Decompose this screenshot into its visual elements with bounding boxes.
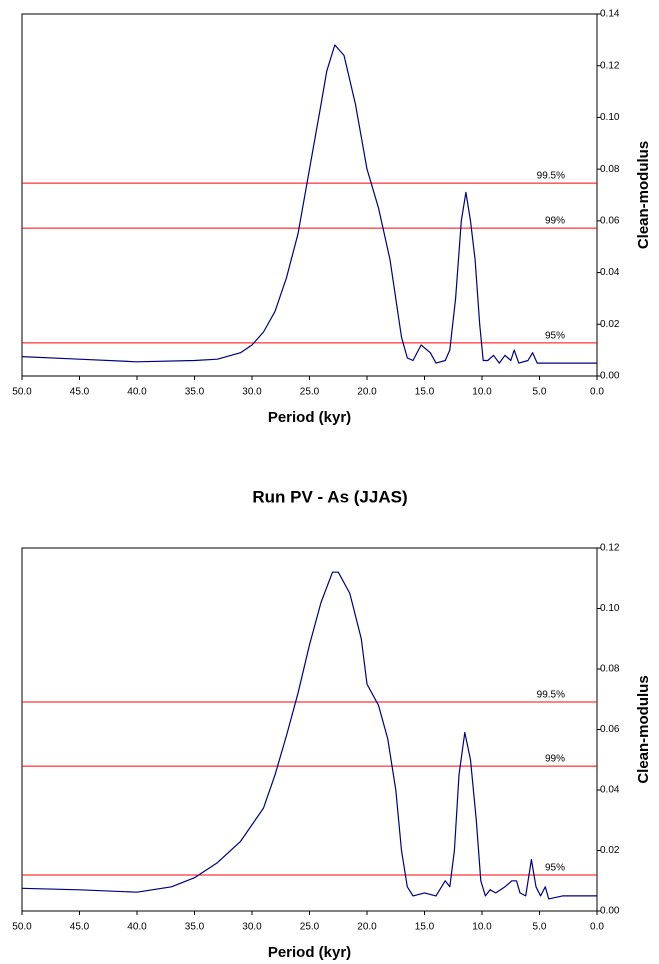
y-tick-label: 0.02 [600, 319, 620, 330]
x-tick-label: 25.0 [300, 922, 320, 933]
reference-label: 95% [545, 863, 565, 874]
reference-label: 99.5% [537, 690, 565, 701]
x-tick-label: 15.0 [415, 387, 435, 398]
x-tick-label: 5.0 [533, 922, 547, 933]
y-axis-title: Clean-modulus [635, 141, 652, 249]
x-tick-label: 20.0 [357, 922, 377, 933]
y-axis-title: Clean-modulus [635, 675, 652, 783]
plot-area [21, 13, 598, 377]
x-tick-label: 45.0 [70, 922, 90, 933]
x-tick-label: 0.0 [590, 922, 604, 933]
reference-label: 99% [545, 754, 565, 765]
x-tick-label: 10.0 [472, 922, 492, 933]
x-tick-label: 30.0 [242, 387, 262, 398]
x-tick-label: 50.0 [12, 387, 32, 398]
x-tick-label: 5.0 [533, 387, 547, 398]
x-tick-label: 40.0 [127, 387, 147, 398]
x-tick-label: 40.0 [127, 922, 147, 933]
reference-label: 99.5% [537, 171, 565, 182]
x-tick-label: 15.0 [415, 922, 435, 933]
x-tick-label: 10.0 [472, 387, 492, 398]
x-tick-label: 35.0 [185, 387, 205, 398]
x-tick-label: 25.0 [300, 387, 320, 398]
y-tick-label: 0.12 [600, 543, 620, 554]
x-tick-label: 0.0 [590, 387, 604, 398]
x-tick-label: 45.0 [70, 387, 90, 398]
y-tick-label: 0.10 [600, 112, 620, 123]
y-tick-label: 0.10 [600, 603, 620, 614]
x-tick-label: 35.0 [185, 922, 205, 933]
y-tick-label: 0.12 [600, 60, 620, 71]
reference-label: 99% [545, 216, 565, 227]
y-tick-label: 0.00 [600, 906, 620, 917]
data-line [21, 571, 597, 900]
y-tick-label: 0.14 [600, 9, 620, 20]
x-tick-label: 20.0 [357, 387, 377, 398]
data-line [21, 44, 597, 364]
y-tick-label: 0.06 [600, 215, 620, 226]
y-tick-label: 0.06 [600, 724, 620, 735]
y-tick-label: 0.04 [600, 267, 620, 278]
chart-title: Run PV - As (JJAS) [252, 487, 407, 506]
y-tick-label: 0.08 [600, 664, 620, 675]
y-tick-label: 0.00 [600, 371, 620, 382]
y-tick-label: 0.08 [600, 164, 620, 175]
y-tick-label: 0.04 [600, 785, 620, 796]
x-tick-label: 50.0 [12, 922, 32, 933]
reference-label: 95% [545, 331, 565, 342]
x-tick-label: 30.0 [242, 922, 262, 933]
plot-area [21, 547, 598, 912]
y-tick-label: 0.02 [600, 845, 620, 856]
x-axis-title: Period (kyr) [268, 944, 351, 961]
x-axis-title: Period (kyr) [268, 409, 351, 426]
